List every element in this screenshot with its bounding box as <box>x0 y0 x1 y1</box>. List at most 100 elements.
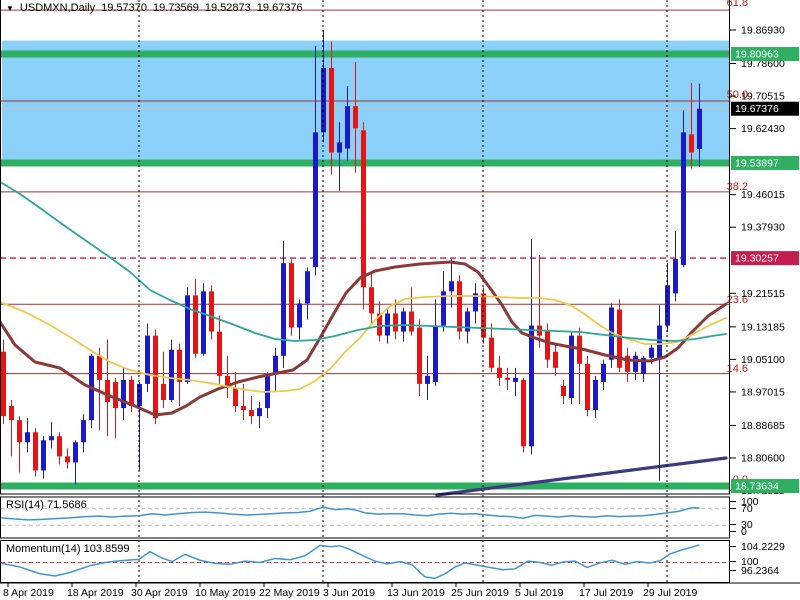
candle-body <box>617 309 622 368</box>
candle-body <box>193 295 198 354</box>
candle-body <box>393 313 398 332</box>
candle-body <box>433 325 438 382</box>
fib-level-label: 14.6 <box>727 363 748 375</box>
rsi-axis-label: 0 <box>741 526 747 538</box>
price-axis-label: 19.70515 <box>741 91 785 103</box>
rsi-pane-border <box>0 496 730 539</box>
candle-body <box>593 379 598 411</box>
candle-body <box>225 375 230 388</box>
candle-body <box>41 440 46 471</box>
chart-plot-area[interactable] <box>0 9 730 497</box>
price-axis[interactable]: 19.86930 19.78600 19.70515 19.62430 19.46015… <box>730 25 799 498</box>
candle-body <box>49 436 54 441</box>
rsi-axis-label: 30 <box>741 519 753 531</box>
candle-body <box>281 263 286 356</box>
fib-labels: 61.850.038.223.614.60.0 <box>727 0 748 486</box>
candle-body <box>553 351 558 368</box>
fib-level-label: 38.2 <box>727 181 748 193</box>
candle-body <box>177 349 182 382</box>
rsi-line <box>1 506 700 521</box>
price-badge <box>731 101 799 116</box>
time-axis-label: 3 Jun 2019 <box>323 587 375 599</box>
rsi-axis-label: 100 <box>741 496 759 508</box>
candle-body <box>297 303 302 328</box>
candle-body <box>657 325 662 360</box>
candle-body <box>521 379 526 447</box>
time-axis-label: 10 May 2019 <box>195 587 256 599</box>
candle-body <box>329 67 334 153</box>
candle-body <box>641 357 646 374</box>
candle-body <box>65 456 70 463</box>
fib-level-label: 61.8 <box>727 0 748 9</box>
candle-body <box>633 355 638 372</box>
candle-body <box>401 311 406 332</box>
momentum-line <box>1 544 700 580</box>
rsi-pane[interactable] <box>1 506 729 526</box>
fib-level-label: 23.6 <box>727 294 748 306</box>
price-badge <box>731 251 799 266</box>
candle-body <box>249 410 254 417</box>
candle-body <box>113 381 118 409</box>
candle-body <box>73 442 78 463</box>
candle-body <box>241 406 246 411</box>
candle-body <box>449 281 454 292</box>
candle-body <box>313 132 318 268</box>
time-axis-label: 18 Apr 2019 <box>67 587 124 599</box>
candle-body <box>81 420 86 443</box>
candle-body <box>513 377 518 382</box>
time-axis[interactable]: 8 Apr 2019 18 Apr 2019 30 Apr 2019 10 May 2… <box>0 582 800 599</box>
price-axis-label: 19.13185 <box>741 321 785 333</box>
candle-body <box>209 291 214 332</box>
candle-body <box>129 379 134 407</box>
candle-body <box>105 379 110 403</box>
candle-body <box>25 432 30 443</box>
candle-body <box>529 325 534 447</box>
momentum-pane[interactable] <box>1 544 729 580</box>
candle-body <box>185 295 190 382</box>
price-badge-label: 19.67376 <box>735 103 779 115</box>
time-axis-label: 8 Apr 2019 <box>3 587 54 599</box>
candle-body <box>161 383 166 401</box>
time-axis-label: 5 Jul 2019 <box>515 587 564 599</box>
rsi-axis-label: 70 <box>741 503 753 515</box>
candle-body <box>169 349 174 401</box>
price-axis-label: 19.62430 <box>741 123 785 135</box>
ohlc-open: 19.57370 <box>101 2 147 14</box>
candle-body <box>17 420 22 443</box>
price-axis-label: 19.86930 <box>741 25 785 37</box>
price-badge <box>731 47 799 62</box>
candle-body <box>697 108 702 149</box>
candle-body <box>489 337 494 368</box>
candle-body <box>121 379 126 409</box>
candle-body <box>425 375 430 384</box>
candle-body <box>497 367 502 378</box>
fib-level-label: 50.0 <box>727 89 748 101</box>
rsi-indicator-label: RSI(14) 71.5686 <box>6 499 87 511</box>
candle-body <box>369 287 374 314</box>
candle-body <box>273 355 278 374</box>
candle-body <box>457 281 462 332</box>
candle-body <box>289 263 294 328</box>
candle-body <box>409 311 414 332</box>
price-axis-label: 19.37930 <box>741 222 785 234</box>
price-axis-label: 18.97015 <box>741 386 785 398</box>
main-pane-border <box>0 0 730 495</box>
time-axis-label: 30 Apr 2019 <box>131 587 188 599</box>
candle-body <box>377 313 382 336</box>
candle-body <box>337 142 342 153</box>
candle-body <box>217 331 222 376</box>
candle-body <box>233 387 238 407</box>
candle-body <box>345 106 350 149</box>
time-axis-label: 17 Jul 2019 <box>579 587 633 599</box>
symbol-dropdown-icon[interactable]: ▼ <box>6 3 14 13</box>
chart-title: ▼ USDMXN,Daily 19.57370 19.73569 19.5287… <box>6 2 303 14</box>
price-axis-label: 18.88685 <box>741 420 785 432</box>
candle-body <box>361 130 366 288</box>
ascending-trendline <box>435 456 728 497</box>
price-badge <box>731 479 799 494</box>
candle-body <box>561 385 566 396</box>
ma-slow-line <box>0 260 728 417</box>
symbol-timeframe-label: USDMXN,Daily <box>19 2 96 14</box>
